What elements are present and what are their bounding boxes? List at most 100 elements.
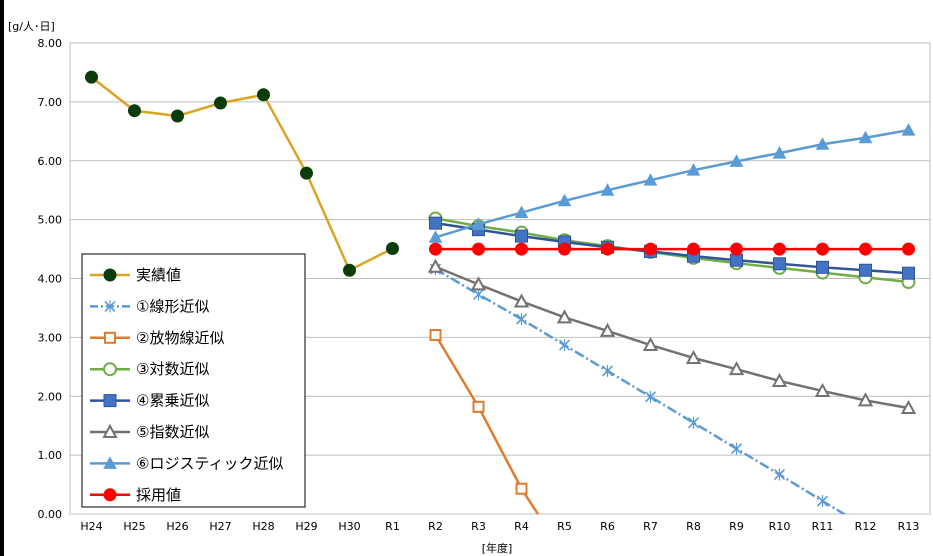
legend-label: 実績値 <box>136 266 181 284</box>
series-line <box>90 76 394 272</box>
series-line <box>435 128 909 239</box>
x-tick-label: H27 <box>209 520 231 533</box>
data-point <box>857 392 874 407</box>
data-point <box>515 229 528 243</box>
series-line <box>435 221 909 275</box>
x-tick-label: R12 <box>855 520 877 533</box>
series-7 <box>428 123 916 243</box>
legend-marker <box>104 331 116 344</box>
data-point <box>773 468 786 481</box>
data-point <box>686 163 701 176</box>
data-point <box>772 146 787 159</box>
data-point <box>556 309 573 324</box>
data-point <box>815 137 830 150</box>
y-tick-label: 3.00 <box>38 331 63 344</box>
y-tick-label: 2.00 <box>38 390 63 403</box>
data-point <box>728 361 745 376</box>
x-tick-label: H30 <box>338 520 360 533</box>
data-point <box>386 241 399 255</box>
series-1 <box>85 70 399 277</box>
x-tick-label: R10 <box>769 520 791 533</box>
legend-marker <box>102 423 118 438</box>
axes: 0.00 1.00 2.00 3.00 4.00 5.00 6.00 7.00 8.00 H24 H… <box>38 37 920 533</box>
legend-marker <box>103 362 117 377</box>
series-3 <box>429 329 540 514</box>
data-point <box>859 242 872 256</box>
data-point <box>429 329 442 342</box>
data-point <box>773 242 786 256</box>
x-tick-label: R5 <box>557 520 572 533</box>
legend-label: ③対数近似 <box>136 360 209 378</box>
y-tick-label: 4.00 <box>38 273 63 286</box>
data-point <box>730 253 743 267</box>
x-tick-label: R1 <box>385 520 400 533</box>
series-6 <box>427 258 917 415</box>
legend-entry: 採用値 <box>90 486 181 504</box>
series-line <box>434 334 540 514</box>
data-point <box>858 130 873 144</box>
data-point <box>814 382 831 397</box>
data-point <box>600 183 615 196</box>
x-axis-label: [年度] <box>482 541 513 555</box>
legend-entry: ⑤指数近似 <box>90 423 209 441</box>
legend-marker <box>103 394 117 408</box>
legend-marker <box>103 268 117 282</box>
data-point <box>816 495 829 508</box>
data-point <box>428 230 443 243</box>
data-point <box>128 104 141 118</box>
legend-label: 採用値 <box>136 486 181 504</box>
data-point <box>429 242 442 256</box>
x-tick-label: H26 <box>166 520 188 533</box>
data-point <box>902 266 915 280</box>
data-point <box>816 242 829 256</box>
x-tick-label: R7 <box>643 520 658 533</box>
legend-entry: ②放物線近似 <box>90 329 224 347</box>
data-point <box>859 263 872 277</box>
data-point <box>470 276 487 291</box>
legend-marker <box>103 488 117 502</box>
series-line <box>434 268 847 514</box>
data-point <box>687 416 700 429</box>
legend-label: ①線形近似 <box>136 297 209 315</box>
data-point <box>429 216 442 230</box>
data-point <box>900 399 917 415</box>
legend-label: ⑥ロジスティック近似 <box>136 454 284 472</box>
legend-label: ⑤指数近似 <box>136 423 209 441</box>
data-point <box>642 336 659 352</box>
left-edge-bar <box>0 0 4 556</box>
data-point <box>214 96 227 110</box>
x-tick-label: R13 <box>898 520 920 533</box>
legend-entry: ⑥ロジスティック近似 <box>90 454 284 472</box>
data-point <box>685 349 702 364</box>
data-point <box>901 123 916 136</box>
data-point <box>515 242 528 256</box>
legend-label: ②放物線近似 <box>136 329 224 347</box>
legend-entry: ④累乗近似 <box>90 392 209 410</box>
data-point <box>85 70 98 84</box>
data-point <box>730 242 743 256</box>
y-tick-label: 1.00 <box>38 449 63 462</box>
data-point <box>300 166 313 180</box>
data-point <box>343 263 356 277</box>
data-point <box>515 313 528 326</box>
data-point <box>427 258 444 273</box>
y-tick-label: 8.00 <box>38 37 63 50</box>
data-point <box>514 205 529 219</box>
legend-entry: 実績値 <box>90 266 181 284</box>
data-point <box>515 482 528 495</box>
data-point <box>771 372 788 387</box>
x-tick-label: R3 <box>471 520 486 533</box>
data-point <box>773 257 786 271</box>
data-point <box>601 242 614 256</box>
data-point <box>257 88 270 102</box>
x-tick-label: R6 <box>600 520 615 533</box>
x-tick-label: H24 <box>80 520 102 533</box>
data-point <box>902 242 915 256</box>
data-point <box>171 109 184 123</box>
series-line <box>435 265 909 410</box>
data-point <box>644 242 657 256</box>
data-point <box>471 217 486 230</box>
y-tick-label: 7.00 <box>38 96 63 109</box>
legend-marker <box>103 456 117 469</box>
